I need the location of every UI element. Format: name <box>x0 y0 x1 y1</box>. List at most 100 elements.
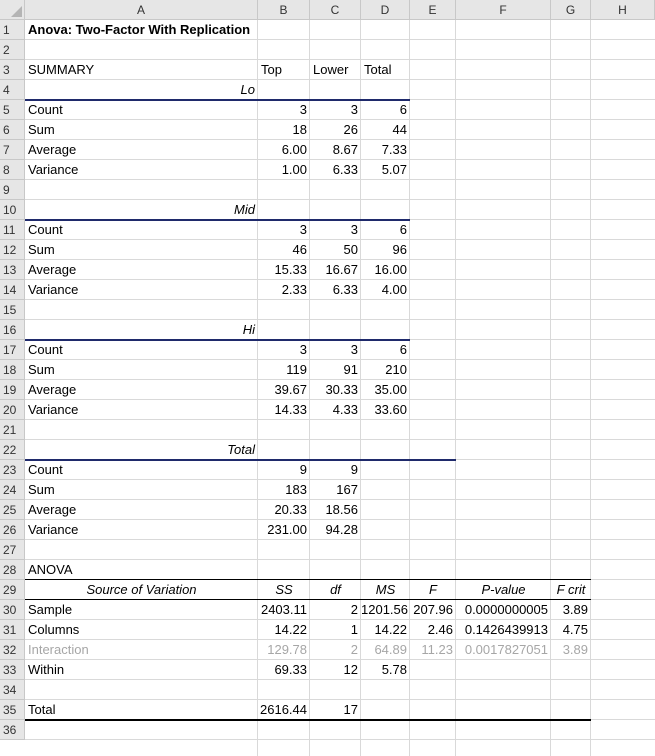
column-header-c[interactable]: C <box>310 0 361 20</box>
row-header-12[interactable]: 12 <box>0 240 25 260</box>
row-header-35[interactable]: 35 <box>0 700 25 720</box>
row-header-21[interactable]: 21 <box>0 420 25 440</box>
row-header-25[interactable]: 25 <box>0 500 25 520</box>
anova-value[interactable]: 64.89 <box>374 642 407 657</box>
column-header-e[interactable]: E <box>410 0 456 20</box>
row-header-19[interactable]: 19 <box>0 380 25 400</box>
group-name[interactable]: Hi <box>242 322 255 337</box>
anova-header[interactable]: Source of Variation <box>86 582 197 597</box>
row-header-27[interactable]: 27 <box>0 540 25 560</box>
stat-value[interactable]: 231.00 <box>267 522 307 537</box>
anova-header[interactable]: F <box>429 582 437 597</box>
group-name[interactable]: Total <box>227 442 255 457</box>
anova-total-value[interactable]: 2616.44 <box>260 702 307 717</box>
anova-value[interactable]: 1 <box>350 622 358 637</box>
anova-header[interactable]: F crit <box>556 582 586 597</box>
anova-value[interactable]: 2.46 <box>427 622 453 637</box>
anova-value[interactable]: 207.96 <box>413 602 453 617</box>
stat-value[interactable]: 6 <box>399 342 407 357</box>
row-header-31[interactable]: 31 <box>0 620 25 640</box>
stat-value[interactable]: 16.00 <box>374 262 407 277</box>
anova-value[interactable]: 69.33 <box>274 662 307 677</box>
row-header-15[interactable]: 15 <box>0 300 25 320</box>
stat-value[interactable]: 167 <box>336 482 358 497</box>
row-header-24[interactable]: 24 <box>0 480 25 500</box>
row-header-3[interactable]: 3 <box>0 60 25 80</box>
stat-label[interactable]: Average <box>28 382 77 397</box>
stat-value[interactable]: 119 <box>286 362 307 377</box>
stat-label[interactable]: Average <box>28 262 77 277</box>
row-header-34[interactable]: 34 <box>0 680 25 700</box>
select-all-button[interactable] <box>0 0 25 20</box>
stat-value[interactable]: 44 <box>392 122 407 137</box>
stat-value[interactable]: 7.33 <box>381 142 407 157</box>
anova-value[interactable]: 3.89 <box>562 602 588 617</box>
summary-header[interactable]: Top <box>261 62 282 77</box>
stat-value[interactable]: 50 <box>343 242 358 257</box>
anova-value[interactable]: 11.23 <box>421 642 453 657</box>
summary-label[interactable]: SUMMARY <box>28 62 95 77</box>
stat-value[interactable]: 96 <box>392 242 407 257</box>
stat-value[interactable]: 4.00 <box>381 282 407 297</box>
row-header-20[interactable]: 20 <box>0 400 25 420</box>
anova-value[interactable]: 5.78 <box>381 662 407 677</box>
anova-header[interactable]: df <box>330 582 341 597</box>
stat-value[interactable]: 26 <box>343 122 358 137</box>
stat-value[interactable]: 1.00 <box>281 162 307 177</box>
row-header-2[interactable]: 2 <box>0 40 25 60</box>
group-name[interactable]: Mid <box>234 202 255 217</box>
stat-value[interactable]: 3 <box>350 342 358 357</box>
anova-source-label[interactable]: Within <box>28 662 65 677</box>
stat-value[interactable]: 4.33 <box>332 402 358 417</box>
stat-value[interactable]: 8.67 <box>332 142 358 157</box>
anova-header[interactable]: SS <box>275 582 293 597</box>
stat-label[interactable]: Variance <box>28 522 79 537</box>
stat-value[interactable]: 14.33 <box>274 402 307 417</box>
stat-value[interactable]: 6 <box>399 102 407 117</box>
row-header-5[interactable]: 5 <box>0 100 25 120</box>
stat-value[interactable]: 35.00 <box>374 382 407 397</box>
anova-header[interactable]: MS <box>375 582 396 597</box>
column-header-f[interactable]: F <box>456 0 551 20</box>
row-header-1[interactable]: 1 <box>0 20 25 40</box>
row-header-9[interactable]: 9 <box>0 180 25 200</box>
summary-header[interactable]: Lower <box>313 62 349 77</box>
stat-value[interactable]: 39.67 <box>274 382 307 397</box>
row-header-36[interactable]: 36 <box>0 720 25 740</box>
report-title[interactable]: Anova: Two-Factor With Replication <box>28 22 251 37</box>
row-header-16[interactable]: 16 <box>0 320 25 340</box>
anova-value[interactable]: 3.89 <box>562 642 588 657</box>
stat-label[interactable]: Average <box>28 502 77 517</box>
anova-label[interactable]: ANOVA <box>28 562 73 577</box>
row-header-7[interactable]: 7 <box>0 140 25 160</box>
stat-value[interactable]: 183 <box>285 482 307 497</box>
anova-value[interactable]: 2 <box>350 602 358 617</box>
stat-label[interactable]: Count <box>28 102 63 117</box>
stat-value[interactable]: 9 <box>350 462 358 477</box>
stat-label[interactable]: Sum <box>28 362 55 377</box>
stat-label[interactable]: Count <box>28 462 63 477</box>
row-header-8[interactable]: 8 <box>0 160 25 180</box>
stat-label[interactable]: Variance <box>28 162 79 177</box>
stat-value[interactable]: 20.33 <box>274 502 307 517</box>
anova-value[interactable]: 129.78 <box>267 642 307 657</box>
row-header-29[interactable]: 29 <box>0 580 25 600</box>
stat-value[interactable]: 210 <box>385 362 407 377</box>
row-header-32[interactable]: 32 <box>0 640 25 660</box>
stat-label[interactable]: Sum <box>28 242 55 257</box>
column-header-h[interactable]: H <box>591 0 655 20</box>
anova-value[interactable]: 0.0000000005 <box>464 602 548 617</box>
anova-source-label[interactable]: Sample <box>28 602 73 617</box>
stat-value[interactable]: 6.00 <box>281 142 307 157</box>
stat-value[interactable]: 3 <box>350 222 358 237</box>
stat-value[interactable]: 6 <box>399 222 407 237</box>
anova-value[interactable]: 1201.56 <box>361 602 408 617</box>
anova-value[interactable]: 14.22 <box>274 622 307 637</box>
stat-value[interactable]: 46 <box>292 242 307 257</box>
anova-value[interactable]: 12 <box>343 662 358 677</box>
anova-value[interactable]: 4.75 <box>562 622 588 637</box>
anova-header[interactable]: P-value <box>481 582 526 597</box>
row-header-11[interactable]: 11 <box>0 220 25 240</box>
anova-source-label[interactable]: Columns <box>28 622 80 637</box>
row-header-4[interactable]: 4 <box>0 80 25 100</box>
